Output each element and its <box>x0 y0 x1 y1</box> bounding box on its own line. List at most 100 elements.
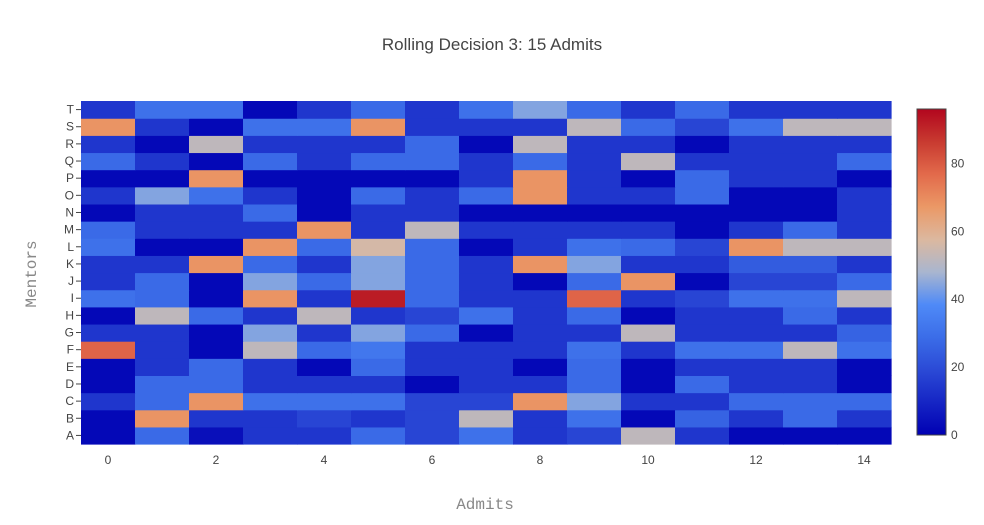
heatmap-cell-C-12 <box>729 392 784 411</box>
heatmap-cell-B-3 <box>243 409 298 428</box>
x-tick-label: 2 <box>213 453 220 467</box>
heatmap-cell-L-3 <box>243 238 298 256</box>
heatmap-cell-S-1 <box>135 118 190 136</box>
heatmap-cell-P-5 <box>351 169 406 188</box>
heatmap-cell-C-5 <box>351 392 406 411</box>
heatmap-cell-S-6 <box>405 118 460 136</box>
heatmap-cell-I-11 <box>675 289 730 308</box>
heatmap-cell-E-1 <box>135 358 190 376</box>
heatmap-cell-F-8 <box>513 341 568 359</box>
heatmap-cell-L-5 <box>351 238 406 256</box>
heatmap-cell-K-3 <box>243 255 298 274</box>
heatmap-cell-N-12 <box>729 203 784 222</box>
heatmap-cell-F-3 <box>243 341 298 359</box>
heatmap-cell-T-3 <box>243 101 298 119</box>
y-tick-label: K <box>66 257 74 271</box>
heatmap-cell-J-8 <box>513 272 568 291</box>
heatmap-cell-A-12 <box>729 426 784 445</box>
heatmap-cell-D-9 <box>567 375 622 394</box>
heatmap-cell-A-1 <box>135 426 190 445</box>
heatmap-cell-O-13 <box>783 186 838 205</box>
heatmap-cell-A-14 <box>837 426 892 445</box>
heatmap-cell-R-10 <box>621 135 676 154</box>
heatmap-cell-G-7 <box>459 323 514 342</box>
heatmap-cell-R-5 <box>351 135 406 154</box>
heatmap-cell-D-12 <box>729 375 784 394</box>
heatmap-cell-T-13 <box>783 101 838 119</box>
y-tick-label: P <box>66 171 74 185</box>
heatmap-cell-P-6 <box>405 169 460 188</box>
heatmap-cell-B-0 <box>81 409 136 428</box>
heatmap-cell-E-5 <box>351 358 406 376</box>
heatmap-cell-S-5 <box>351 118 406 136</box>
heatmap-cell-D-5 <box>351 375 406 394</box>
heatmap-cell-T-4 <box>297 101 352 119</box>
heatmap-cell-O-12 <box>729 186 784 205</box>
heatmap-cell-H-13 <box>783 306 838 325</box>
y-tick-label: Q <box>65 154 74 168</box>
heatmap-cell-P-9 <box>567 169 622 188</box>
heatmap-cell-F-12 <box>729 341 784 359</box>
heatmap-cell-D-2 <box>189 375 244 394</box>
heatmap-cell-M-12 <box>729 221 784 239</box>
heatmap-cell-T-6 <box>405 101 460 119</box>
heatmap-cell-M-10 <box>621 221 676 239</box>
heatmap-cell-J-2 <box>189 272 244 291</box>
heatmap-cell-P-13 <box>783 169 838 188</box>
heatmap-cell-B-9 <box>567 409 622 428</box>
heatmap-cell-F-2 <box>189 341 244 359</box>
heatmap-cell-A-3 <box>243 426 298 445</box>
heatmap-cell-G-1 <box>135 323 190 342</box>
heatmap-cell-I-3 <box>243 289 298 308</box>
y-tick-label: S <box>66 120 74 134</box>
heatmap-cell-C-13 <box>783 392 838 411</box>
heatmap-cell-E-12 <box>729 358 784 376</box>
heatmap-cell-P-3 <box>243 169 298 188</box>
heatmap-cell-G-11 <box>675 323 730 342</box>
heatmap-cell-Q-4 <box>297 152 352 171</box>
heatmap-cell-S-8 <box>513 118 568 136</box>
heatmap-cell-P-7 <box>459 169 514 188</box>
heatmap-cell-O-14 <box>837 186 892 205</box>
heatmap-cell-O-11 <box>675 186 730 205</box>
heatmap-cell-N-3 <box>243 203 298 222</box>
heatmap-cell-L-13 <box>783 238 838 256</box>
heatmap-cell-E-4 <box>297 358 352 376</box>
heatmap-cell-B-6 <box>405 409 460 428</box>
heatmap-cell-Q-0 <box>81 152 136 171</box>
heatmap-cell-Q-2 <box>189 152 244 171</box>
heatmap-cell-N-7 <box>459 203 514 222</box>
heatmap-cell-E-11 <box>675 358 730 376</box>
heatmap-cell-L-14 <box>837 238 892 256</box>
heatmap-cell-K-12 <box>729 255 784 274</box>
heatmap-cell-T-10 <box>621 101 676 119</box>
heatmap-cell-N-2 <box>189 203 244 222</box>
heatmap-cell-I-7 <box>459 289 514 308</box>
heatmap-cell-E-8 <box>513 358 568 376</box>
heatmap-cell-B-2 <box>189 409 244 428</box>
y-tick-label: L <box>67 240 74 254</box>
heatmap-cell-A-6 <box>405 426 460 445</box>
heatmap-cell-E-0 <box>81 358 136 376</box>
heatmap-cell-G-14 <box>837 323 892 342</box>
heatmap-cell-A-7 <box>459 426 514 445</box>
y-tick-label: I <box>71 291 74 305</box>
heatmap-cell-P-11 <box>675 169 730 188</box>
heatmap-cell-T-9 <box>567 101 622 119</box>
heatmap-cell-G-13 <box>783 323 838 342</box>
heatmap-cell-N-13 <box>783 203 838 222</box>
heatmap-cell-I-2 <box>189 289 244 308</box>
heatmap-cell-A-2 <box>189 426 244 445</box>
heatmap-cell-I-4 <box>297 289 352 308</box>
heatmap-cell-C-10 <box>621 392 676 411</box>
heatmap-cell-R-14 <box>837 135 892 154</box>
heatmap-cell-K-7 <box>459 255 514 274</box>
heatmap-cell-P-12 <box>729 169 784 188</box>
heatmap-cell-M-5 <box>351 221 406 239</box>
x-tick-label: 14 <box>857 453 871 467</box>
heatmap-cell-A-13 <box>783 426 838 445</box>
heatmap-cell-B-13 <box>783 409 838 428</box>
heatmap-cell-F-7 <box>459 341 514 359</box>
heatmap-cell-M-11 <box>675 221 730 239</box>
heatmap-cell-F-14 <box>837 341 892 359</box>
